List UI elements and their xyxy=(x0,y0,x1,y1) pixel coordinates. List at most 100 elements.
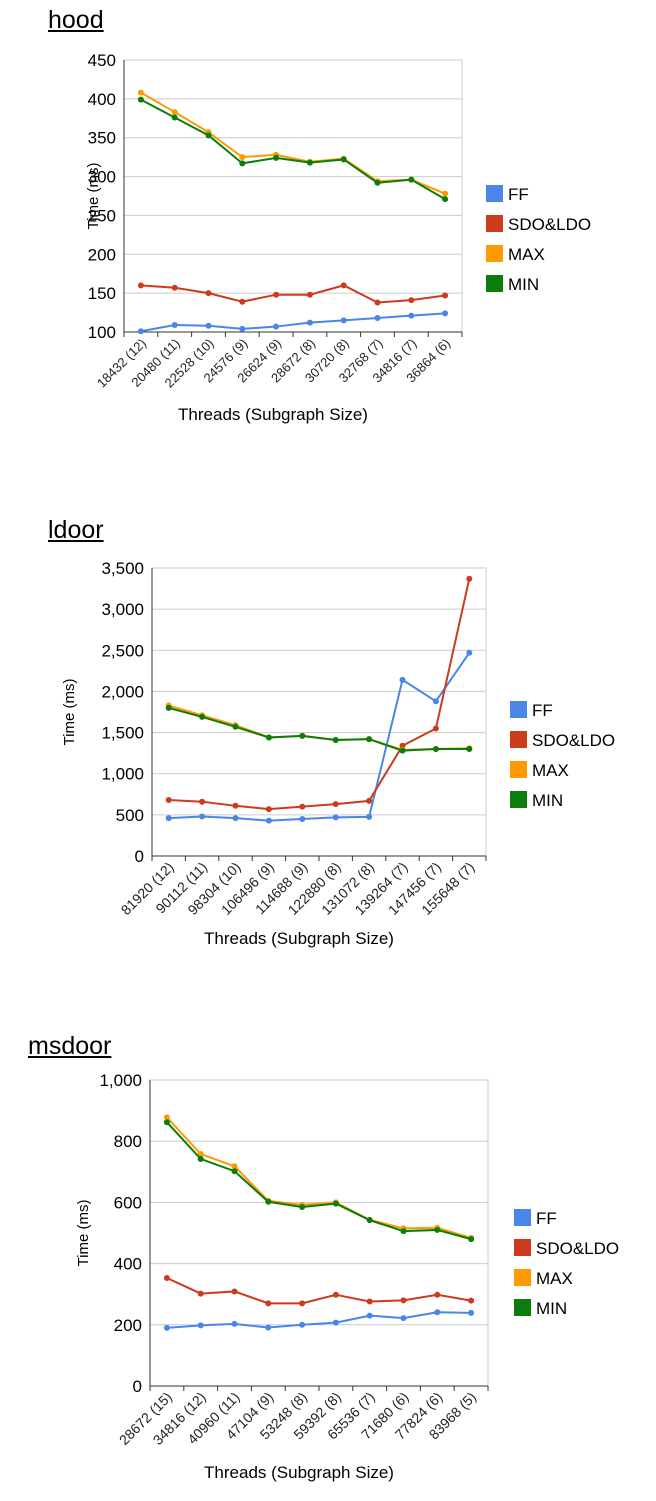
legend-swatch-min xyxy=(510,791,527,808)
point-sdo-ldo xyxy=(366,797,373,804)
point-sdo-ldo xyxy=(299,1300,306,1307)
point-min xyxy=(299,732,306,739)
point-sdo-ldo xyxy=(432,725,439,732)
legend-label-sdo-ldo: SDO&LDO xyxy=(536,1239,619,1258)
x-axis-title: Threads (Subgraph Size) xyxy=(204,929,394,948)
point-min xyxy=(434,1226,441,1233)
series-line-max xyxy=(140,91,446,195)
point-ff xyxy=(205,322,212,329)
chart-title: msdoor xyxy=(28,1032,112,1060)
point-ff xyxy=(165,815,172,822)
point-sdo-ldo xyxy=(400,1297,407,1304)
point-ff xyxy=(332,1319,339,1326)
y-axis-title: Time (ms) xyxy=(75,1200,92,1267)
point-sdo-ldo xyxy=(306,291,313,298)
point-sdo-ldo xyxy=(434,1291,441,1298)
y-tick-label: 1,000 xyxy=(99,1071,142,1090)
series-line-max xyxy=(166,1116,472,1239)
legend-swatch-max xyxy=(510,761,527,778)
point-ff xyxy=(171,322,178,329)
point-min xyxy=(340,156,347,163)
point-min xyxy=(265,1198,272,1205)
point-max xyxy=(231,1163,238,1170)
point-ff xyxy=(400,1315,407,1322)
point-sdo-ldo xyxy=(332,801,339,808)
chart-hood: hood 100 150 200 250 300 350 400 450 18432 (12) 2… xyxy=(0,0,656,460)
legend-label-ff: FF xyxy=(508,185,529,204)
legend-swatch-ff xyxy=(486,185,503,202)
y-tick-label: 3,500 xyxy=(101,559,144,578)
point-sdo-ldo xyxy=(299,803,306,810)
point-ff xyxy=(374,315,381,322)
point-ff xyxy=(434,1309,441,1316)
legend-swatch-ff xyxy=(510,701,527,718)
point-min xyxy=(400,1228,407,1235)
point-sdo-ldo xyxy=(205,290,212,297)
y-axis-title: Time (ms) xyxy=(85,163,102,230)
point-ff xyxy=(273,323,280,330)
legend-label-min: MIN xyxy=(508,275,539,294)
point-sdo-ldo xyxy=(171,284,178,291)
y-tick-label: 350 xyxy=(88,129,116,148)
point-min xyxy=(199,713,206,720)
legend-label-max: MAX xyxy=(508,245,545,264)
legend-label-sdo-ldo: SDO&LDO xyxy=(532,731,615,750)
point-sdo-ldo xyxy=(273,291,280,298)
point-ff xyxy=(399,676,406,683)
legend-label-min: MIN xyxy=(532,791,563,810)
point-ff xyxy=(232,815,239,822)
point-ff xyxy=(199,813,206,820)
point-ff xyxy=(466,649,473,656)
y-tick-label: 200 xyxy=(114,1316,142,1335)
point-ff xyxy=(137,328,144,335)
chart-title: hood xyxy=(48,6,104,34)
point-sdo-ldo xyxy=(340,282,347,289)
y-tick-label: 0 xyxy=(135,847,144,866)
chart-title: ldoor xyxy=(48,516,104,544)
legend-swatch-max xyxy=(486,245,503,262)
series-line-ff xyxy=(140,312,446,333)
y-axis-title: Time (ms) xyxy=(61,679,78,746)
point-min xyxy=(466,746,473,753)
point-min xyxy=(468,1236,475,1243)
y-tick-label: 3,000 xyxy=(101,600,144,619)
point-max xyxy=(163,1114,170,1121)
y-tick-label: 800 xyxy=(114,1132,142,1151)
series-line-min xyxy=(168,706,470,752)
plot-area xyxy=(151,567,487,857)
series-line-ff xyxy=(168,652,471,822)
x-axis-title: Threads (Subgraph Size) xyxy=(178,405,368,424)
point-sdo-ldo xyxy=(468,1297,475,1304)
point-ff xyxy=(340,317,347,324)
point-sdo-ldo xyxy=(442,292,449,299)
point-min xyxy=(374,179,381,186)
point-min xyxy=(205,132,212,139)
y-tick-label: 250 xyxy=(88,206,116,225)
point-max xyxy=(239,154,246,161)
point-min xyxy=(332,1200,339,1207)
plot-area xyxy=(123,59,463,333)
legend-swatch-sdo-ldo xyxy=(486,215,503,232)
point-ff xyxy=(366,1312,373,1319)
y-tick-label: 1,000 xyxy=(101,765,144,784)
legend-swatch-sdo-ldo xyxy=(510,731,527,748)
point-sdo-ldo xyxy=(265,1300,272,1307)
y-tick-label: 150 xyxy=(88,284,116,303)
point-min xyxy=(165,704,172,711)
point-sdo-ldo xyxy=(232,802,239,809)
legend-swatch-min xyxy=(514,1299,531,1316)
point-min xyxy=(366,1217,373,1224)
legend-label-max: MAX xyxy=(536,1269,573,1288)
point-sdo-ldo xyxy=(163,1274,170,1281)
point-sdo-ldo xyxy=(332,1291,339,1298)
point-ff xyxy=(265,817,272,824)
point-min xyxy=(163,1119,170,1126)
y-tick-label: 0 xyxy=(133,1377,142,1396)
series-line-min xyxy=(166,1121,472,1241)
y-tick-label: 2,500 xyxy=(101,641,144,660)
point-sdo-ldo xyxy=(199,798,206,805)
point-sdo-ldo xyxy=(239,298,246,305)
point-min xyxy=(231,1168,238,1175)
series-line-min xyxy=(140,98,446,200)
